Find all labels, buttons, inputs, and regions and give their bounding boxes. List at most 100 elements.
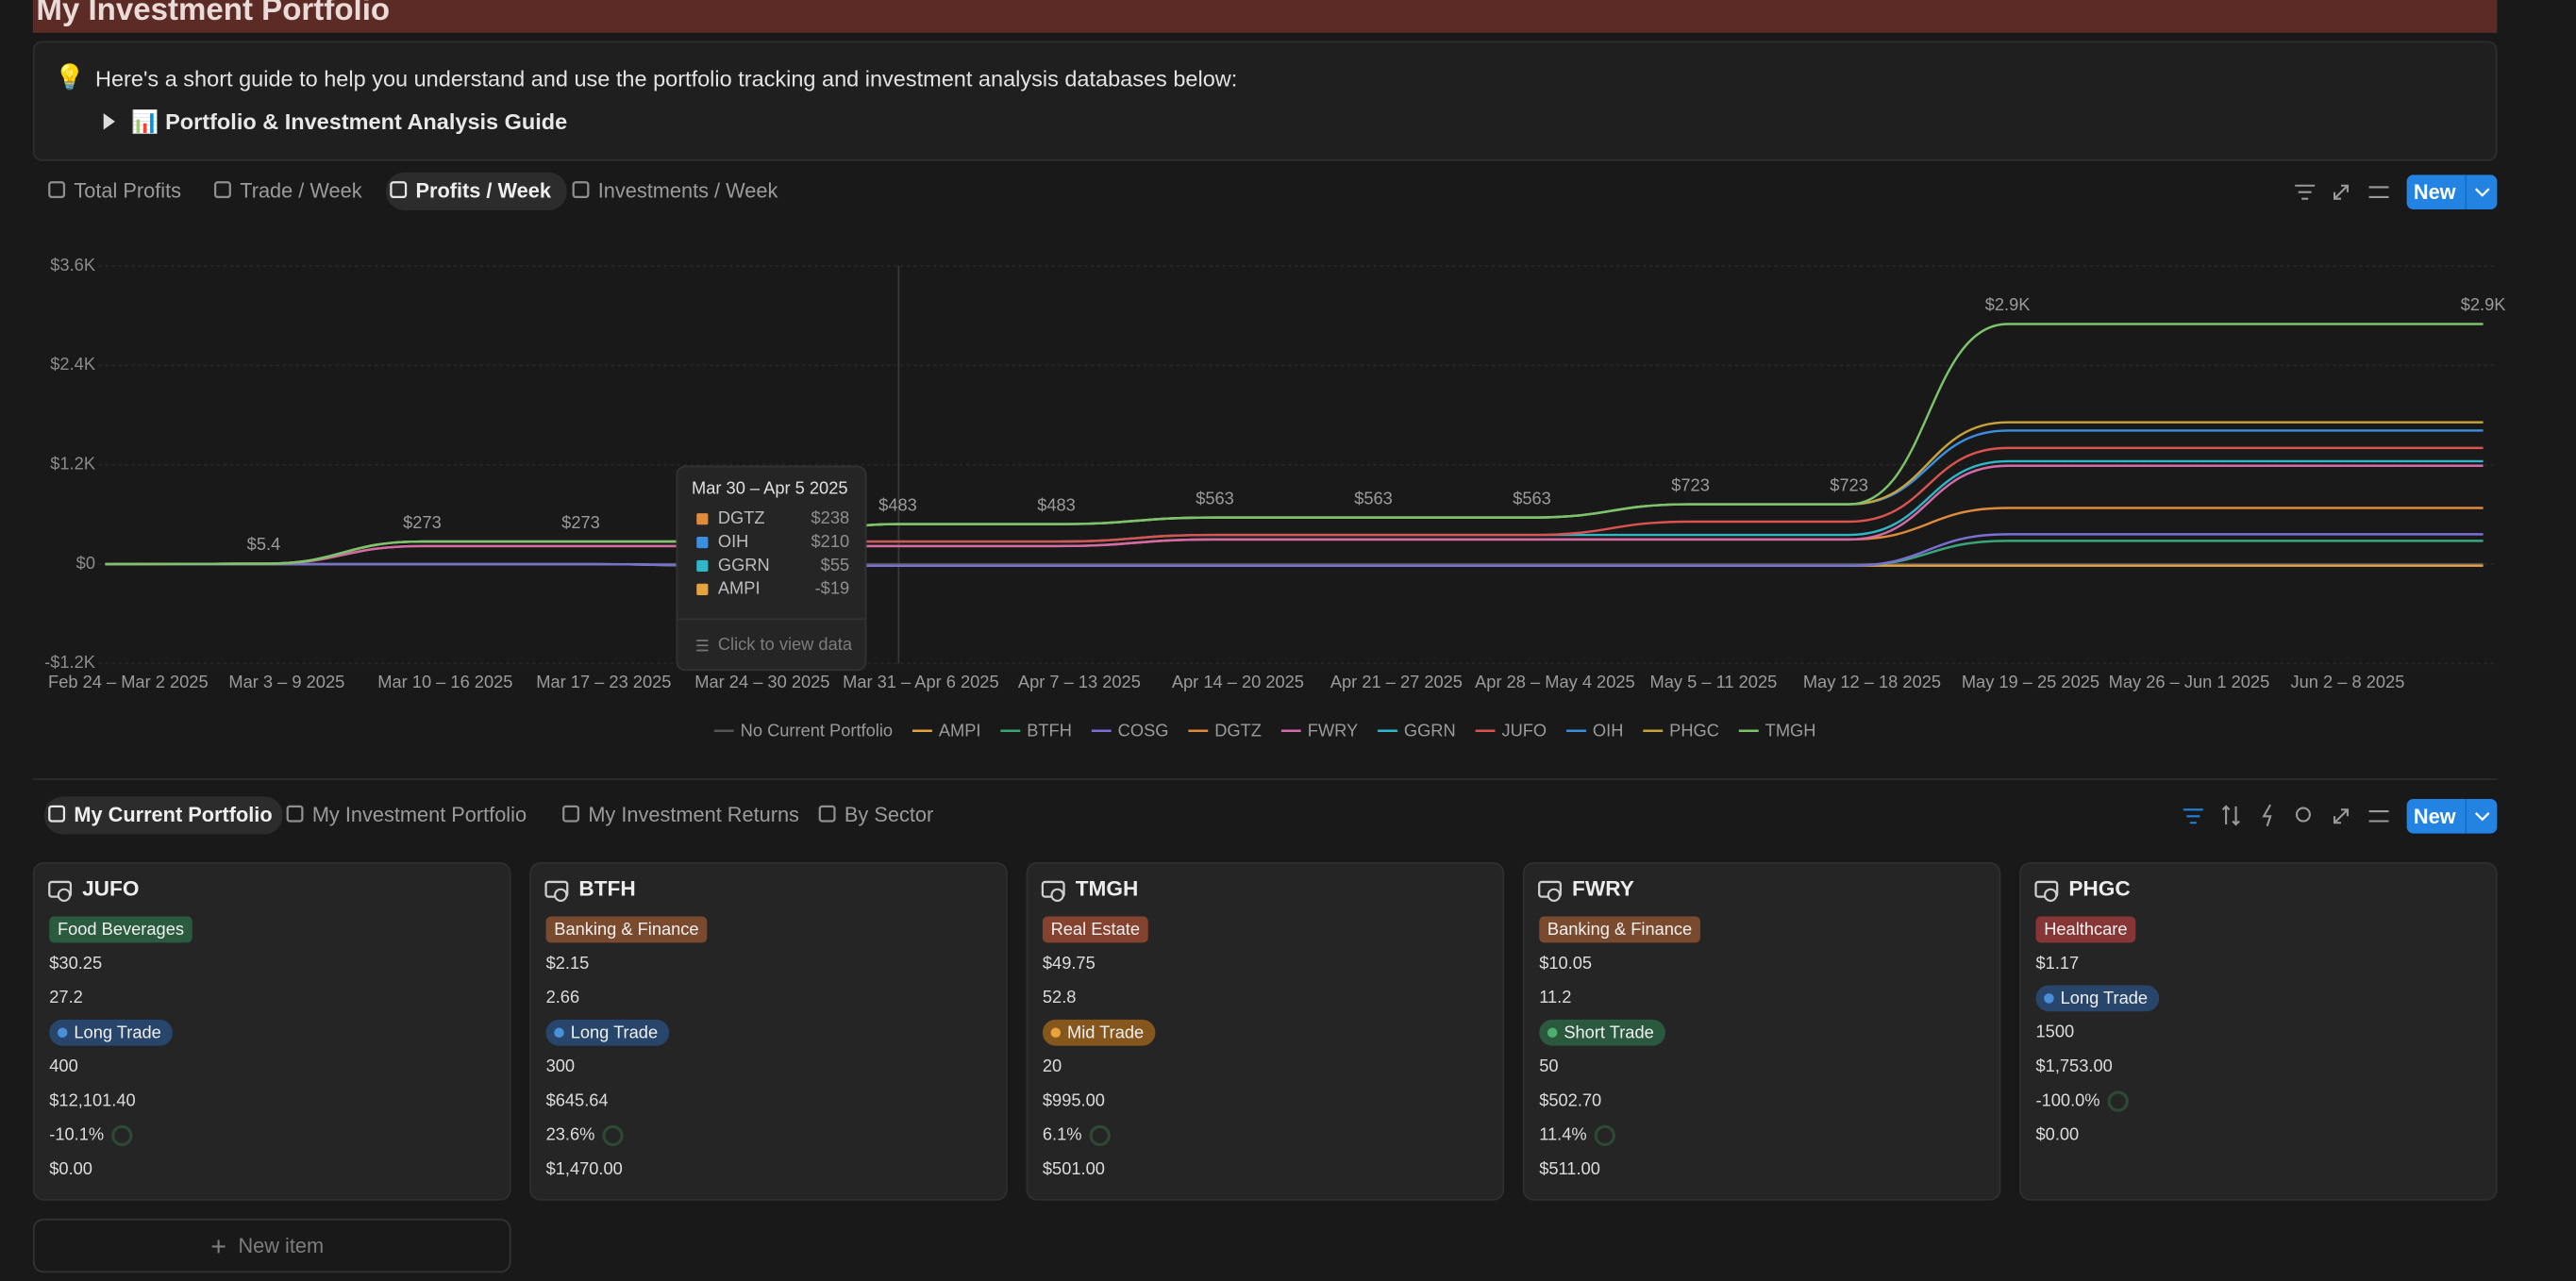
- callout-icon: 💡: [54, 62, 85, 91]
- legend-label: BTFH: [1027, 720, 1072, 740]
- legend-label: JUFO: [1501, 720, 1547, 740]
- series-line: [105, 464, 2484, 566]
- card-field: $502.70: [1539, 1090, 1601, 1109]
- tag-bg: [2035, 985, 2160, 1012]
- new-button[interactable]: New: [2406, 175, 2498, 209]
- new-item[interactable]: New item: [32, 1218, 511, 1273]
- card[interactable]: BTFH Banking & Finance $2.15 2.66 Long Trade…: [529, 862, 1008, 1201]
- expand-icon[interactable]: [2333, 808, 2350, 824]
- progress-ring: [111, 1124, 133, 1147]
- y-tick-label: -$1.2K: [44, 652, 95, 672]
- card[interactable]: PHGC Healthcare $1.17 Long Trade 1500 $1,753.…: [2019, 862, 2498, 1201]
- x-tick-label: Jun 2 – 8 2025: [2291, 672, 2405, 691]
- card-field: 52.8: [1043, 987, 1077, 1006]
- y-tick-label: $2.4K: [50, 354, 95, 374]
- x-tick-label: Mar 17 – 23 2025: [536, 672, 671, 691]
- expand-icon[interactable]: [2333, 184, 2350, 200]
- tag-label: Healthcare: [2044, 919, 2127, 939]
- toggle-arrow[interactable]: [103, 113, 115, 130]
- tab[interactable]: Profits / Week: [386, 172, 567, 210]
- total-label: $723: [1671, 474, 1710, 494]
- x-tick-label: May 5 – 11 2025: [1650, 672, 1778, 691]
- y-tick-label: $3.6K: [50, 255, 95, 274]
- legend-label: OIH: [1593, 720, 1623, 740]
- x-tick-label: Apr 14 – 20 2025: [1172, 672, 1304, 691]
- x-tick-label: May 26 – Jun 1 2025: [2109, 672, 2270, 691]
- automation-icon[interactable]: [2262, 804, 2272, 827]
- button-label: New: [2414, 180, 2456, 204]
- tooltip-value: -$19: [815, 578, 850, 598]
- tab[interactable]: My Investment Portfolio: [286, 803, 527, 826]
- settings-icon[interactable]: [2368, 186, 2389, 198]
- card-field: 300: [546, 1056, 575, 1075]
- tooltip-name: AMPI: [718, 578, 761, 598]
- tag-bg: [1042, 1019, 1156, 1046]
- card[interactable]: FWRY Banking & Finance $10.05 11.2 Short Tra…: [1522, 862, 2001, 1201]
- total-label: $2.9K: [2461, 294, 2506, 314]
- tab-icon: [48, 805, 66, 823]
- card-icon-coin: [1547, 888, 1562, 902]
- tooltip-value: $238: [811, 507, 850, 527]
- sort-icon[interactable]: [2221, 805, 2240, 826]
- filter-icon[interactable]: [2183, 808, 2203, 824]
- button-label: New: [2414, 805, 2456, 828]
- tag-bg: [1539, 916, 1700, 943]
- total-label: $483: [878, 494, 917, 514]
- button-caret: [2474, 188, 2490, 197]
- tooltip[interactable]: Mar 30 – Apr 5 2025 DGTZ $238 OIH $210 GGRN $5…: [676, 465, 867, 672]
- progress-ring: [602, 1124, 624, 1147]
- card-icon-coin: [554, 888, 568, 902]
- card-field: -10.1%: [49, 1124, 104, 1144]
- x-tick-label: Mar 31 – Apr 6 2025: [843, 672, 999, 691]
- card-field: 23.6%: [546, 1124, 595, 1144]
- tab-label: My Investment Returns: [588, 803, 799, 826]
- card-field: 11.4%: [1539, 1124, 1586, 1144]
- card-bg: [1522, 862, 2001, 1201]
- tag-bg: [49, 916, 192, 943]
- tab-label: Trade / Week: [240, 178, 361, 202]
- tooltip-value: $210: [811, 531, 850, 551]
- tab[interactable]: By Sector: [818, 803, 933, 826]
- card-field: $501.00: [1043, 1158, 1105, 1178]
- tab[interactable]: My Investment Returns: [562, 803, 799, 826]
- tag-label: Banking & Finance: [1547, 919, 1692, 939]
- tab[interactable]: Investments / Week: [572, 178, 778, 202]
- legend-label: COSG: [1118, 720, 1169, 740]
- tag-bg: [545, 916, 708, 943]
- legend: No Current Portfolio AMPI BTFH COSG DGTZ FWRY…: [713, 720, 1815, 740]
- card-field: 11.2: [1539, 987, 1571, 1006]
- tooltip-swatch: [696, 536, 709, 549]
- tooltip-value: $55: [821, 555, 849, 574]
- tooltip-footer: Click to view data: [718, 634, 853, 654]
- tooltip-swatch: [696, 583, 709, 595]
- tab[interactable]: Trade / Week: [213, 178, 362, 202]
- card[interactable]: TMGH Real Estate $49.75 52.8 Mid Trade 20 $995…: [1026, 862, 1505, 1201]
- tab[interactable]: My Current Portfolio: [44, 796, 283, 835]
- toggle-title[interactable]: 📊 Portfolio & Investment Analysis Guide: [131, 108, 567, 135]
- card-field: $49.75: [1043, 953, 1096, 973]
- new-item-bg: [32, 1218, 511, 1273]
- tooltip-list-icon: [696, 640, 709, 652]
- tab-icon: [48, 181, 66, 199]
- search-icon[interactable]: [2295, 807, 2311, 823]
- card[interactable]: JUFO Food Beverages $30.25 27.2 Long Trade 40…: [32, 862, 511, 1201]
- tag-label: Long Trade: [2061, 988, 2148, 1007]
- card-bg: [32, 862, 511, 1201]
- tag-label: Short Trade: [1564, 1022, 1653, 1041]
- total-label: $273: [403, 512, 442, 532]
- card-field: 2.66: [546, 987, 580, 1006]
- x-tick-label: Mar 3 – 9 2025: [228, 672, 344, 691]
- series-line: [105, 323, 2484, 566]
- settings-icon[interactable]: [2368, 810, 2389, 823]
- tooltip-name: GGRN: [718, 555, 770, 574]
- new-button[interactable]: New: [2406, 799, 2498, 834]
- legend-label: FWRY: [1308, 720, 1358, 740]
- card-field: $12,101.40: [49, 1090, 135, 1109]
- filter-icon[interactable]: [2295, 184, 2316, 200]
- tab[interactable]: Total Profits: [48, 178, 181, 202]
- tag-bg: [545, 1019, 670, 1046]
- chart: -$1.2K $0 $1.2K $2.4K $3.6K Feb 24 – Mar 2 20…: [44, 255, 2505, 740]
- total-label: $563: [1196, 488, 1234, 507]
- card-field: 6.1%: [1043, 1124, 1082, 1144]
- tab-icon: [572, 181, 590, 199]
